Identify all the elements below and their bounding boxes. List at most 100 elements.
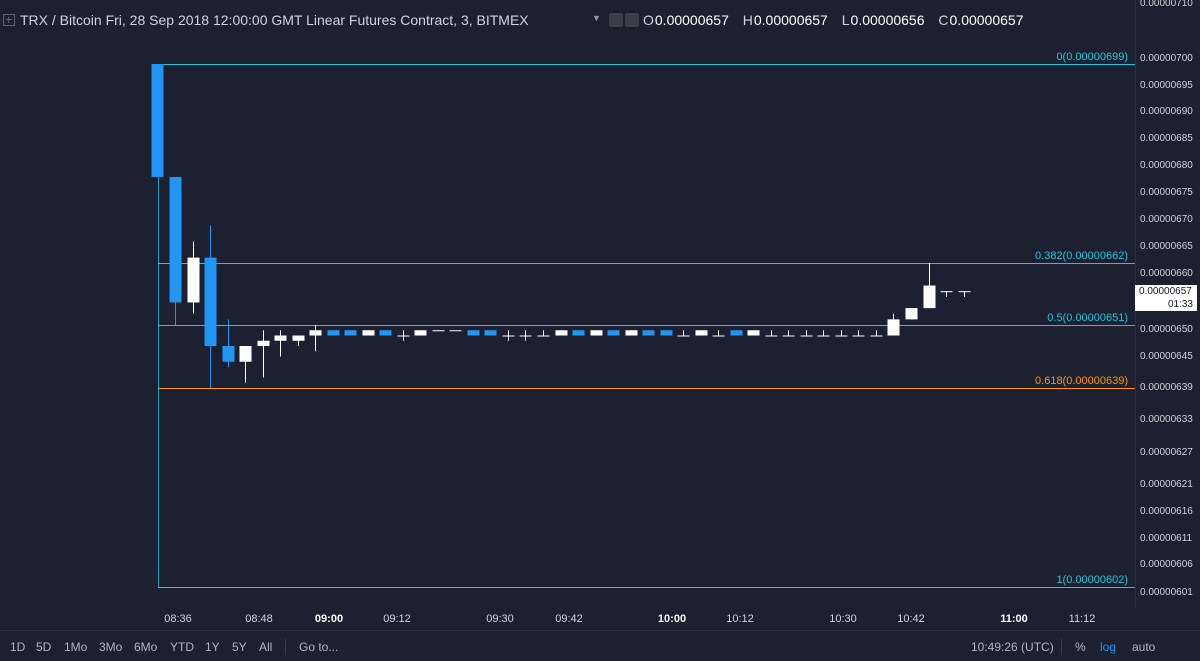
price-tick-label: 0.00000660 xyxy=(1140,268,1193,280)
price-tick-label: 0.00000685 xyxy=(1140,133,1193,145)
fib-level-label: 1(0.00000602) xyxy=(1056,574,1128,586)
fib-level-label: 0.5(0.00000651) xyxy=(1047,312,1128,324)
candle-body xyxy=(204,257,217,346)
price-tick-label: 0.00000650 xyxy=(1140,324,1193,336)
candle-body xyxy=(958,291,971,293)
candle-body xyxy=(467,330,480,336)
price-tick-label: 0.00000627 xyxy=(1140,446,1193,458)
candle-body xyxy=(923,285,936,309)
price-axis[interactable]: 0.00000710 0.00000700 0.00000695 0.00000690… xyxy=(1135,0,1200,608)
log-scale-button[interactable]: log xyxy=(1100,640,1117,654)
toolbar-divider xyxy=(1061,639,1062,655)
time-axis[interactable]: 08:36 08:48 09:00 09:12 09:30 09:42 10:00 10:12… xyxy=(0,608,1135,630)
price-tick-label: 0.00000690 xyxy=(1140,106,1193,118)
candle-body xyxy=(572,330,585,336)
open-label: O xyxy=(643,12,654,28)
candle-body xyxy=(414,330,427,336)
price-tick-label: 0.00000665 xyxy=(1140,240,1193,252)
range-5d-button[interactable]: 5D xyxy=(36,640,52,654)
price-tick-label: 0.00000670 xyxy=(1140,213,1193,225)
candle-body xyxy=(537,335,550,337)
price-tick-label: 0.00000601 xyxy=(1140,587,1193,598)
close-label: C xyxy=(938,12,949,28)
high-value: 0.00000657 xyxy=(753,12,828,28)
collapse-icon[interactable] xyxy=(3,14,15,26)
time-tick-label: 11:12 xyxy=(1068,613,1096,625)
range-5y-button[interactable]: 5Y xyxy=(232,640,247,654)
candle-body xyxy=(274,335,287,341)
auto-scale-button[interactable]: auto xyxy=(1132,640,1156,654)
symbol-title[interactable]: TRX / Bitcoin Fri, 28 Sep 2018 12:00:00 … xyxy=(20,12,529,28)
candle-body xyxy=(239,346,252,362)
plot-area[interactable]: 0(0.00000699) 0.382(0.00000662) 0.5(0.0000… xyxy=(0,0,1135,608)
candle-body xyxy=(887,319,900,336)
candle-body xyxy=(730,330,743,336)
range-6mo-button[interactable]: 6Mo xyxy=(134,640,158,654)
low-label: L xyxy=(841,12,850,28)
open-value: 0.00000657 xyxy=(654,12,729,28)
candle-body xyxy=(800,335,813,337)
candle-body xyxy=(940,291,953,293)
toolbar-divider xyxy=(285,639,286,655)
candle-body xyxy=(222,346,235,362)
candle-body xyxy=(362,330,375,336)
chevron-down-icon[interactable]: ▼ xyxy=(592,13,601,23)
goto-button[interactable]: Go to... xyxy=(299,640,339,654)
time-tick-label: 10:42 xyxy=(897,613,925,625)
candle-body xyxy=(765,335,778,337)
time-tick-label: 10:12 xyxy=(726,613,754,625)
bottom-toolbar: 1D 5D 1Mo 3Mo 6Mo YTD 1Y 5Y All Go to...… xyxy=(0,630,1200,661)
candle-body xyxy=(870,335,883,337)
range-3mo-button[interactable]: 3Mo xyxy=(99,640,123,654)
candle-body xyxy=(817,335,830,337)
range-1d-button[interactable]: 1D xyxy=(10,640,26,654)
time-tick-label: 09:30 xyxy=(486,613,514,625)
current-price-tag: 0.00000657 01:33 xyxy=(1135,285,1197,312)
candle-body xyxy=(151,64,164,177)
settings-icon[interactable] xyxy=(609,13,623,27)
price-tick-label: 0.00000633 xyxy=(1140,414,1193,426)
candle-body xyxy=(397,335,410,337)
percent-scale-button[interactable]: % xyxy=(1075,640,1086,654)
candle-body xyxy=(502,335,515,337)
candle-body xyxy=(484,330,497,336)
price-tick-label: 0.00000611 xyxy=(1140,532,1193,544)
fib-level-label: 0.382(0.00000662) xyxy=(1035,250,1128,262)
candle-body xyxy=(607,330,620,336)
price-tick-label: 0.00000680 xyxy=(1140,160,1193,172)
more-icon[interactable] xyxy=(625,13,639,27)
fib-level-label: 0(0.00000699) xyxy=(1056,51,1128,63)
high-label: H xyxy=(742,12,753,28)
candle-body xyxy=(449,330,462,332)
ohlc-values: O0.00000657 H0.00000657 L0.00000656 C0.0… xyxy=(643,12,1033,28)
candle-body xyxy=(187,257,200,303)
candle-body xyxy=(852,335,865,337)
candle-body xyxy=(747,330,760,336)
time-tick-label: 08:36 xyxy=(164,613,192,625)
candle-body xyxy=(519,335,532,337)
candle-body xyxy=(309,330,322,336)
range-1y-button[interactable]: 1Y xyxy=(205,640,220,654)
candle-body xyxy=(432,330,445,332)
candle-body xyxy=(782,335,795,337)
close-value: 0.00000657 xyxy=(949,12,1024,28)
candle-body xyxy=(677,335,690,337)
price-tick-label: 0.00000700 xyxy=(1140,52,1193,64)
price-tick-label: 0.00000639 xyxy=(1140,382,1193,393)
range-1mo-button[interactable]: 1Mo xyxy=(64,640,88,654)
time-tick-label: 10:30 xyxy=(829,613,857,625)
range-all-button[interactable]: All xyxy=(259,640,273,654)
price-tick-label: 0.00000606 xyxy=(1140,559,1193,571)
price-tick-label: 0.00000621 xyxy=(1140,478,1193,490)
candle-body xyxy=(590,330,603,336)
candle-body xyxy=(625,330,638,336)
candle-body xyxy=(712,335,725,337)
candle-body xyxy=(292,335,305,341)
chart-header: TRX / Bitcoin Fri, 28 Sep 2018 12:00:00 … xyxy=(0,0,1135,40)
range-ytd-button[interactable]: YTD xyxy=(170,640,194,654)
time-tick-label: 10:00 xyxy=(657,613,687,625)
time-tick-label: 11:00 xyxy=(1000,613,1028,625)
time-tick-label: 09:42 xyxy=(555,613,583,625)
price-tick-label: 0.00000645 xyxy=(1140,350,1193,362)
candle-body xyxy=(695,330,708,336)
